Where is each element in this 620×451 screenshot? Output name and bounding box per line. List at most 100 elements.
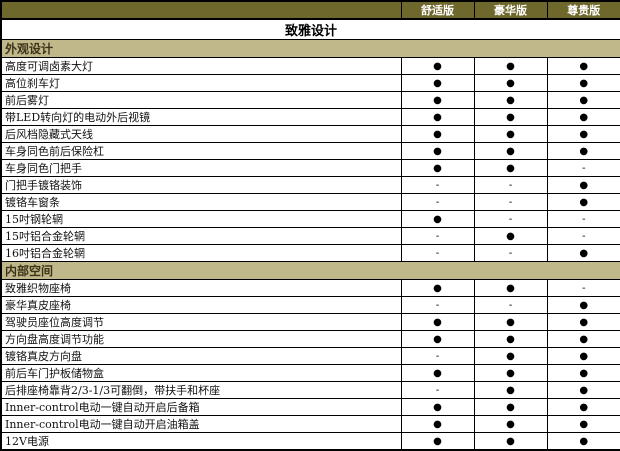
feature-label: 方向盘高度调节功能: [0, 330, 402, 348]
feature-included-mark: ●: [473, 91, 548, 109]
feature-not-available-mark: -: [400, 381, 475, 399]
feature-included-mark: ●: [473, 347, 548, 365]
feature-not-available-mark: -: [546, 227, 620, 245]
feature-included-mark: ●: [473, 330, 548, 348]
feature-included-mark: ●: [400, 415, 475, 433]
feature-label: 高度可调卤素大灯: [0, 57, 402, 75]
feature-not-available-mark: -: [546, 279, 620, 297]
feature-label: 前后车门护板储物盒: [0, 364, 402, 382]
feature-not-available-mark: -: [400, 176, 475, 194]
feature-included-mark: ●: [473, 279, 548, 297]
feature-label: 门把手镀铬装饰: [0, 176, 402, 194]
feature-included-mark: ●: [546, 142, 620, 160]
feature-row: 前后雾灯 ● ● ●: [0, 91, 620, 109]
feature-label: 12V电源: [0, 432, 402, 451]
feature-not-available-mark: -: [546, 159, 620, 177]
feature-included-mark: ●: [546, 381, 620, 399]
feature-not-available-mark: -: [473, 210, 548, 228]
feature-row: 镀铬车窗条 - - ●: [0, 193, 620, 211]
trim-header-comfort: 舒适版: [400, 0, 475, 20]
feature-not-available-mark: -: [400, 193, 475, 211]
group-title-row: 致雅设计: [0, 18, 620, 40]
trim-header-premium: 尊贵版: [546, 0, 620, 20]
feature-row: 门把手镀铬装饰 - - ●: [0, 176, 620, 194]
feature-row: 带LED转向灯的电动外后视镜 ● ● ●: [0, 108, 620, 126]
feature-included-mark: ●: [400, 74, 475, 92]
feature-included-mark: ●: [400, 398, 475, 416]
feature-included-mark: ●: [546, 347, 620, 365]
feature-included-mark: ●: [546, 313, 620, 331]
feature-included-mark: ●: [473, 398, 548, 416]
feature-row: 15吋钢轮辋 ● - -: [0, 210, 620, 228]
section-title: 外观设计: [0, 39, 620, 58]
feature-label: 前后雾灯: [0, 91, 402, 109]
spec-table-body: 外观设计 高度可调卤素大灯 ● ● ● 高位刹车灯 ● ● ● 前后雾灯 ● ● ● 带LED转向灯的电动…: [0, 39, 620, 451]
feature-row: 镀铬真皮方向盘 - ● ●: [0, 347, 620, 365]
feature-included-mark: ●: [546, 125, 620, 143]
section-header-row: 外观设计: [0, 39, 620, 58]
feature-included-mark: ●: [400, 125, 475, 143]
feature-label: Inner-control电动一键自动开启油箱盖: [0, 415, 402, 433]
feature-included-mark: ●: [400, 330, 475, 348]
feature-included-mark: ●: [546, 364, 620, 382]
feature-included-mark: ●: [473, 313, 548, 331]
feature-label: 后风档隐藏式天线: [0, 125, 402, 143]
feature-included-mark: ●: [473, 108, 548, 126]
feature-included-mark: ●: [473, 74, 548, 92]
feature-row: 致雅织物座椅 ● ● -: [0, 279, 620, 297]
feature-label: 15吋钢轮辋: [0, 210, 402, 228]
feature-row: Inner-control电动一键自动开启油箱盖 ● ● ●: [0, 415, 620, 433]
feature-row: 后排座椅靠背2/3-1/3可翻倒，带扶手和杯座 - ● ●: [0, 381, 620, 399]
feature-included-mark: ●: [400, 159, 475, 177]
feature-label: Inner-control电动一键自动开启后备箱: [0, 398, 402, 416]
feature-included-mark: ●: [400, 432, 475, 451]
feature-label: 15吋铝合金轮辋: [0, 227, 402, 245]
feature-included-mark: ●: [546, 244, 620, 262]
feature-included-mark: ●: [400, 364, 475, 382]
feature-row: 前后车门护板储物盒 ● ● ●: [0, 364, 620, 382]
feature-not-available-mark: -: [400, 296, 475, 314]
feature-label: 车身同色门把手: [0, 159, 402, 177]
feature-included-mark: ●: [473, 227, 548, 245]
feature-row: 高度可调卤素大灯 ● ● ●: [0, 57, 620, 75]
feature-row: 高位刹车灯 ● ● ●: [0, 74, 620, 92]
feature-label: 镀铬车窗条: [0, 193, 402, 211]
feature-included-mark: ●: [473, 381, 548, 399]
feature-included-mark: ●: [400, 279, 475, 297]
feature-included-mark: ●: [473, 142, 548, 160]
feature-included-mark: ●: [473, 57, 548, 75]
group-title: 致雅设计: [0, 18, 620, 40]
feature-included-mark: ●: [400, 91, 475, 109]
feature-included-mark: ●: [546, 57, 620, 75]
feature-included-mark: ●: [546, 176, 620, 194]
feature-row: 方向盘高度调节功能 ● ● ●: [0, 330, 620, 348]
feature-row: 15吋铝合金轮辋 - ● -: [0, 227, 620, 245]
feature-label: 16吋铝合金轮辋: [0, 244, 402, 262]
feature-included-mark: ●: [400, 142, 475, 160]
feature-included-mark: ●: [546, 415, 620, 433]
feature-label: 豪华真皮座椅: [0, 296, 402, 314]
feature-row: 12V电源 ● ● ●: [0, 432, 620, 451]
feature-included-mark: ●: [400, 313, 475, 331]
feature-row: 16吋铝合金轮辋 - - ●: [0, 244, 620, 262]
feature-row: 车身同色门把手 ● ● -: [0, 159, 620, 177]
feature-not-available-mark: -: [400, 347, 475, 365]
feature-label: 后排座椅靠背2/3-1/3可翻倒，带扶手和杯座: [0, 381, 402, 399]
feature-not-available-mark: -: [400, 244, 475, 262]
feature-included-mark: ●: [546, 91, 620, 109]
feature-row: 车身同色前后保险杠 ● ● ●: [0, 142, 620, 160]
feature-included-mark: ●: [473, 159, 548, 177]
feature-not-available-mark: -: [473, 244, 548, 262]
feature-row: 驾驶员座位高度调节 ● ● ●: [0, 313, 620, 331]
feature-included-mark: ●: [546, 296, 620, 314]
feature-label: 车身同色前后保险杠: [0, 142, 402, 160]
feature-row: 豪华真皮座椅 - - ●: [0, 296, 620, 314]
corner-cell: [0, 0, 402, 20]
feature-included-mark: ●: [546, 432, 620, 451]
feature-included-mark: ●: [473, 432, 548, 451]
feature-included-mark: ●: [473, 125, 548, 143]
feature-included-mark: ●: [546, 74, 620, 92]
section-title: 内部空间: [0, 261, 620, 280]
feature-included-mark: ●: [400, 210, 475, 228]
